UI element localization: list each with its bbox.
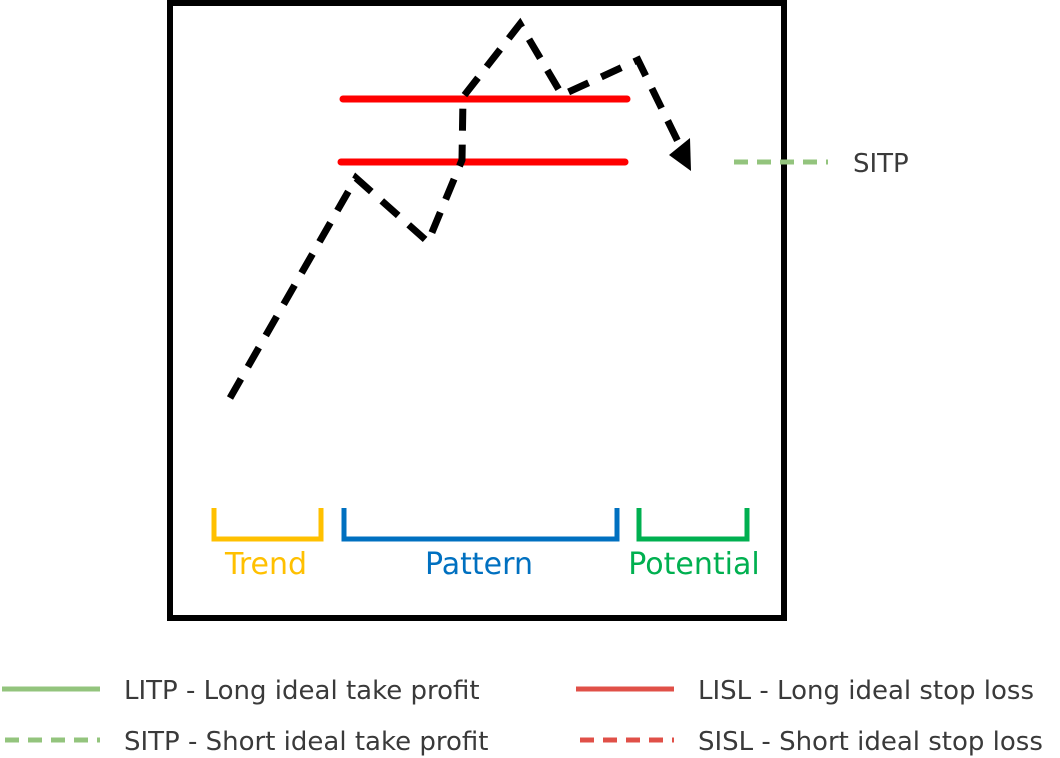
legend-litp-label: LITP - Long ideal take profit <box>124 676 480 706</box>
legend-sitp-label: SITP - Short ideal take profit <box>124 727 488 757</box>
price-path <box>226 17 688 400</box>
trend-label: Trend <box>224 547 307 582</box>
legend: LITP - Long ideal take profit LISL - Lon… <box>2 676 1043 757</box>
potential-label: Potential <box>628 547 759 582</box>
trend-bracket <box>211 508 324 542</box>
sitp-target-label: SITP <box>853 149 909 179</box>
potential-bracket <box>636 508 750 542</box>
pattern-bracket <box>341 508 620 542</box>
price-path-arrowhead <box>669 138 691 171</box>
legend-lisl-label: LISL - Long ideal stop loss <box>698 676 1034 706</box>
legend-sisl-label: SISL - Short ideal stop loss <box>698 727 1043 757</box>
pattern-label: Pattern <box>425 547 533 582</box>
chart-frame <box>167 0 787 621</box>
